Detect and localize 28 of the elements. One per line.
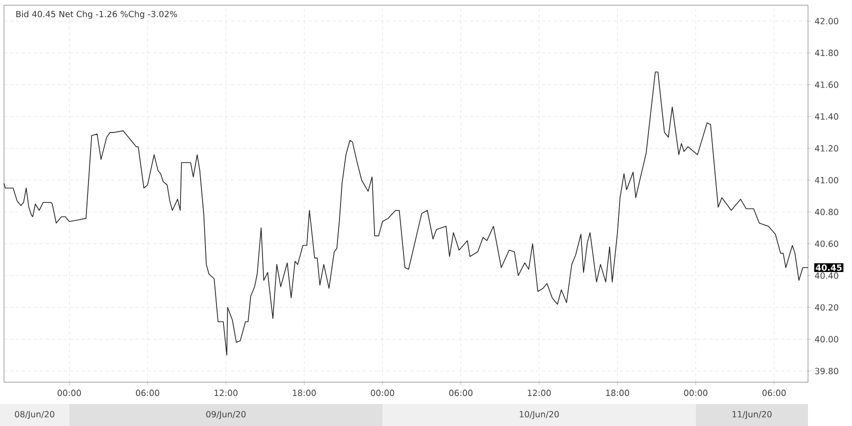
x-tick-label: 00:00 xyxy=(370,390,394,396)
y-tick-label: 41.20 xyxy=(814,145,838,152)
text: 08/Jun/20 xyxy=(14,411,54,419)
y-tick-label: 39.80 xyxy=(815,368,838,374)
y-tick-label: 42.00 xyxy=(814,18,838,24)
text: Bid 40.45 Net Chg -1.26 %Chg -3.02% xyxy=(16,10,178,19)
x-tick-label: 18:00 xyxy=(606,390,630,396)
x-tick-label: 12:00 xyxy=(214,390,238,396)
x-tick-label: 06:00 xyxy=(136,390,160,396)
y-tick-label: 40.40 xyxy=(814,272,838,279)
y-tick-label: 41.00 xyxy=(814,176,838,184)
y-tick-label: 40.20 xyxy=(814,304,838,311)
annotation: 40.45 xyxy=(816,264,842,271)
y-tick-label: 41.60 xyxy=(814,81,838,88)
text: 09/Jun/20 xyxy=(206,411,246,419)
text: 11/Jun/20 xyxy=(732,411,772,419)
x-tick-label: 06:00 xyxy=(762,390,786,396)
x-tick-label: 12:00 xyxy=(528,390,551,396)
y-tick-label: 40.60 xyxy=(814,240,838,247)
y-tick-label: 40.80 xyxy=(814,208,838,216)
y-tick-label: 40.00 xyxy=(814,336,838,342)
x-tick-label: 06:00 xyxy=(449,390,472,396)
x-tick-label: 18:00 xyxy=(292,390,316,396)
text: 10/Jun/20 xyxy=(520,411,559,419)
y-tick-label: 41.40 xyxy=(814,113,838,120)
y-tick-label: 41.80 xyxy=(814,50,838,56)
x-tick-label: 00:00 xyxy=(58,390,81,396)
x-tick-label: 00:00 xyxy=(684,390,708,396)
